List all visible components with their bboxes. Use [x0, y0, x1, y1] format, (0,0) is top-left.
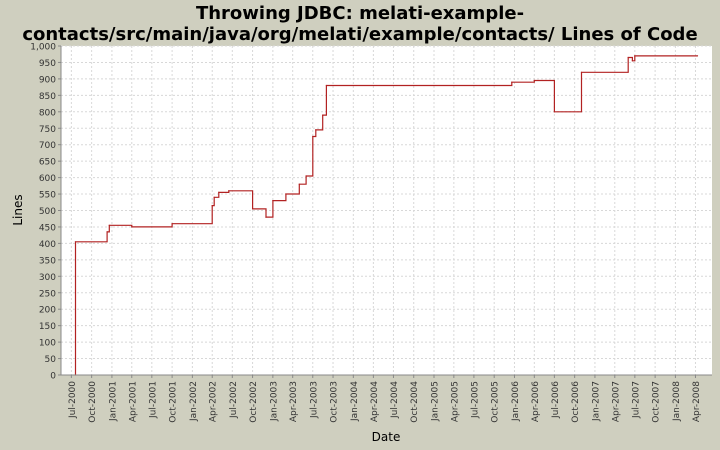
data-point [580, 71, 583, 73]
y-tick-label: 650 [39, 158, 56, 168]
y-tick-label: 600 [39, 174, 56, 184]
data-point [634, 55, 636, 57]
y-tick-label: 700 [39, 141, 56, 151]
x-tick-label: Jul-2003 [309, 381, 319, 419]
data-point [511, 81, 513, 83]
y-tick-label: 150 [39, 322, 56, 332]
x-tick-label: Jul-2001 [148, 381, 158, 419]
data-point [218, 191, 220, 193]
series-line-0 [74, 55, 698, 375]
data-point [265, 216, 267, 218]
y-tick-label: 400 [39, 240, 56, 250]
x-tick-label: Jan-2007 [591, 381, 601, 422]
data-point [305, 175, 307, 177]
x-tick-label: Jan-2004 [350, 381, 360, 422]
data-point [228, 190, 230, 192]
series-layer [74, 55, 699, 376]
y-tick-label: 800 [39, 108, 56, 118]
x-tick-label: Apr-2008 [692, 381, 702, 422]
x-tick-label: Apr-2001 [128, 381, 138, 422]
y-tick-label: 450 [39, 223, 56, 233]
y-tick-label: 250 [39, 289, 56, 299]
data-point [298, 183, 300, 185]
x-tick-label: Apr-2002 [209, 381, 219, 422]
x-tick-label: Jan-2005 [431, 381, 441, 422]
x-tick-label: Apr-2003 [289, 381, 299, 422]
x-tick-label: Apr-2007 [611, 381, 621, 422]
gridlines [61, 45, 712, 376]
data-point [272, 200, 274, 202]
x-tick-label: Oct-2006 [571, 381, 581, 423]
x-tick-label: Oct-2004 [410, 381, 420, 423]
y-tick-label: 200 [39, 306, 56, 316]
x-tick-label: Apr-2005 [450, 381, 460, 422]
x-tick-labels: Jul-2000 Oct-2000 Jan-2001 Apr-2001 Jul-2001… [68, 375, 702, 423]
y-tick-label: 1,000 [30, 43, 56, 53]
data-point [533, 79, 535, 82]
y-tick-label: 750 [39, 125, 56, 135]
y-tick-label: 100 [39, 339, 56, 349]
chart-title-line-2: contacts/src/main/java/org/melati/exampl… [22, 24, 697, 45]
data-point [74, 241, 77, 243]
data-point [252, 208, 254, 210]
x-tick-label: Jan-2002 [189, 381, 199, 422]
x-tick-label: Jan-2006 [511, 381, 521, 422]
x-tick-label: Oct-2007 [652, 381, 662, 423]
y-tick-label: 850 [39, 92, 56, 102]
x-tick-label: Jul-2002 [229, 381, 239, 419]
data-point [322, 114, 324, 116]
x-tick-label: Jul-2005 [470, 381, 480, 419]
data-point [131, 226, 133, 228]
y-tick-label: 500 [39, 207, 56, 217]
data-point [325, 84, 327, 87]
data-point [312, 135, 314, 138]
y-tick-label: 350 [39, 256, 56, 266]
data-point [631, 60, 634, 62]
data-point [106, 231, 108, 233]
x-tick-label: Jul-2006 [551, 381, 561, 419]
data-point [211, 205, 213, 207]
x-tick-label: Jan-2008 [672, 381, 682, 422]
data-point [171, 223, 173, 225]
x-tick-label: Oct-2003 [330, 381, 340, 423]
data-point [627, 56, 629, 59]
y-tick-label: 900 [39, 75, 56, 85]
y-tick-label: 950 [39, 59, 56, 69]
x-tick-label: Oct-2005 [491, 381, 501, 423]
x-tick-label: Oct-2000 [88, 381, 98, 423]
data-point [315, 129, 317, 131]
data-point [553, 111, 556, 113]
data-point [108, 224, 110, 226]
y-tick-label: 0 [50, 372, 56, 382]
y-tick-label: 300 [39, 273, 56, 283]
data-point [696, 55, 699, 57]
x-tick-label: Jul-2000 [68, 381, 78, 419]
y-tick-label: 50 [45, 355, 57, 365]
chart-title-line-1: Throwing JDBC: melati-example- [196, 3, 524, 24]
x-axis-label: Date [372, 430, 401, 444]
data-point [285, 193, 287, 195]
y-axis-label: Lines [11, 194, 25, 225]
data-point [213, 196, 215, 198]
x-tick-label: Jul-2004 [390, 381, 400, 419]
y-tick-label: 550 [39, 191, 56, 201]
y-tick-labels: 0 50 100 150 200 250 300 350 400 450 500 550 600 650 7… [30, 43, 61, 382]
x-tick-label: Jan-2003 [269, 381, 279, 422]
x-tick-label: Apr-2006 [531, 381, 541, 422]
x-tick-label: Apr-2004 [370, 381, 380, 422]
x-tick-label: Oct-2002 [249, 381, 259, 423]
x-tick-label: Jul-2007 [631, 381, 641, 419]
x-tick-label: Jan-2001 [108, 381, 118, 422]
x-tick-label: Oct-2001 [169, 381, 179, 423]
